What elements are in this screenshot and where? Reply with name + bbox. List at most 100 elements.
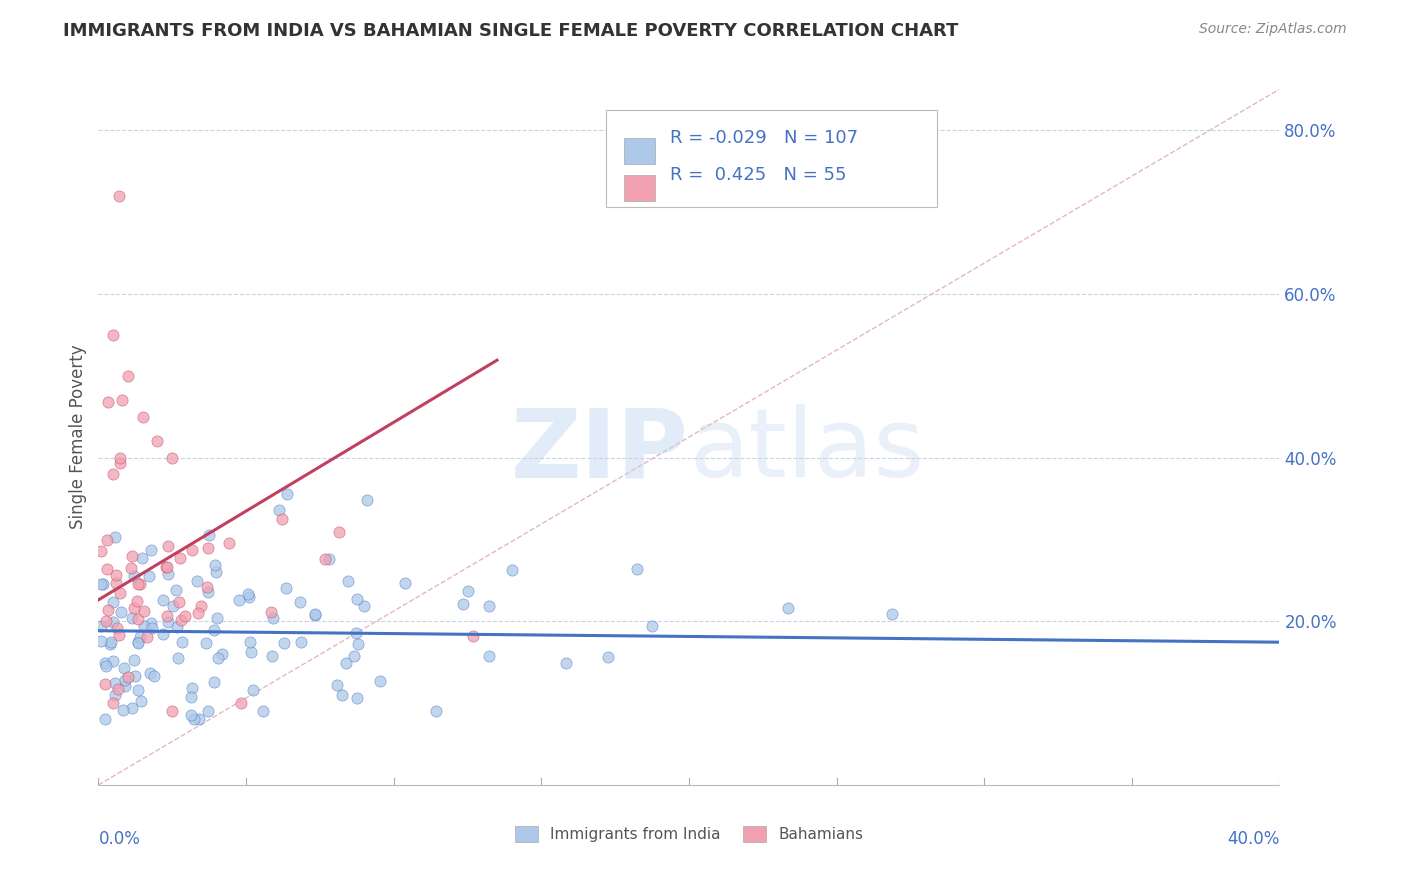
Point <box>314 552 336 566</box>
Point <box>94 659 117 673</box>
Point <box>197 704 219 718</box>
Point <box>131 694 153 708</box>
Point <box>152 593 174 607</box>
Point <box>187 606 209 620</box>
Point <box>100 635 122 649</box>
Point <box>110 585 132 599</box>
Point <box>117 368 139 383</box>
Point <box>172 634 194 648</box>
Text: 40.0%: 40.0% <box>1227 830 1279 848</box>
Text: Source: ZipAtlas.com: Source: ZipAtlas.com <box>1199 22 1347 37</box>
Point <box>127 634 149 648</box>
Point <box>155 560 177 574</box>
Point <box>197 541 219 555</box>
Point <box>461 629 484 643</box>
Point <box>111 703 134 717</box>
Point <box>101 595 124 609</box>
Point <box>132 619 155 633</box>
Point <box>162 599 184 614</box>
Point <box>394 575 416 590</box>
Point <box>330 688 353 702</box>
Point <box>112 661 135 675</box>
Y-axis label: Single Female Poverty: Single Female Poverty <box>69 345 87 529</box>
Point <box>166 620 188 634</box>
Point <box>262 611 284 625</box>
Point <box>478 649 501 664</box>
Point <box>304 607 326 622</box>
Point <box>146 434 169 449</box>
Point <box>104 675 127 690</box>
Point <box>242 682 264 697</box>
Point <box>198 528 221 542</box>
Point <box>103 615 125 629</box>
Point <box>180 690 202 704</box>
Point <box>166 651 188 665</box>
Point <box>478 599 501 613</box>
Text: IMMIGRANTS FROM INDIA VS BAHAMIAN SINGLE FEMALE POVERTY CORRELATION CHART: IMMIGRANTS FROM INDIA VS BAHAMIAN SINGLE… <box>63 22 959 40</box>
Point <box>267 502 290 516</box>
Point <box>125 593 148 607</box>
Point <box>103 467 125 481</box>
Point <box>131 551 153 566</box>
Point <box>501 563 523 577</box>
Point <box>346 591 368 606</box>
Point <box>344 626 367 640</box>
Text: 0.0%: 0.0% <box>98 830 141 848</box>
Point <box>121 611 143 625</box>
Point <box>626 562 648 576</box>
Point <box>94 614 117 628</box>
Point <box>120 560 142 574</box>
Point <box>127 612 149 626</box>
Point <box>260 605 283 619</box>
Text: ZIP: ZIP <box>510 404 689 498</box>
Point <box>596 650 619 665</box>
Point <box>318 552 340 566</box>
Point <box>273 636 295 650</box>
Point <box>141 621 163 635</box>
Point <box>114 673 136 687</box>
Point <box>103 327 125 342</box>
Point <box>174 609 197 624</box>
Point <box>880 607 903 621</box>
Point <box>103 688 125 702</box>
Point <box>127 635 149 649</box>
Point <box>157 539 180 553</box>
Point <box>139 616 162 631</box>
Point <box>425 704 447 718</box>
Point <box>156 560 179 574</box>
Point <box>346 691 368 706</box>
Point <box>207 651 229 665</box>
FancyBboxPatch shape <box>624 175 655 202</box>
Point <box>183 712 205 726</box>
Point <box>132 604 155 618</box>
Point <box>641 619 664 633</box>
Point <box>335 656 357 670</box>
Point <box>96 533 118 547</box>
Point <box>97 602 120 616</box>
Point <box>252 704 274 718</box>
Point <box>181 543 204 558</box>
Text: atlas: atlas <box>689 404 924 498</box>
Point <box>194 636 217 650</box>
Point <box>157 615 180 630</box>
Point <box>107 681 129 696</box>
Point <box>114 679 136 693</box>
Point <box>776 601 799 615</box>
Point <box>162 450 183 465</box>
Point <box>205 611 228 625</box>
Point <box>138 569 160 583</box>
Legend: Immigrants from India, Bahamians: Immigrants from India, Bahamians <box>510 821 868 847</box>
Point <box>181 681 204 696</box>
Point <box>110 605 132 619</box>
Point <box>205 565 228 579</box>
Point <box>457 584 479 599</box>
Point <box>347 637 370 651</box>
Point <box>240 645 263 659</box>
FancyBboxPatch shape <box>606 110 936 208</box>
Point <box>190 599 212 613</box>
Point <box>97 395 120 409</box>
Point <box>353 599 375 613</box>
Point <box>238 590 260 604</box>
Point <box>236 587 259 601</box>
Point <box>343 648 366 663</box>
